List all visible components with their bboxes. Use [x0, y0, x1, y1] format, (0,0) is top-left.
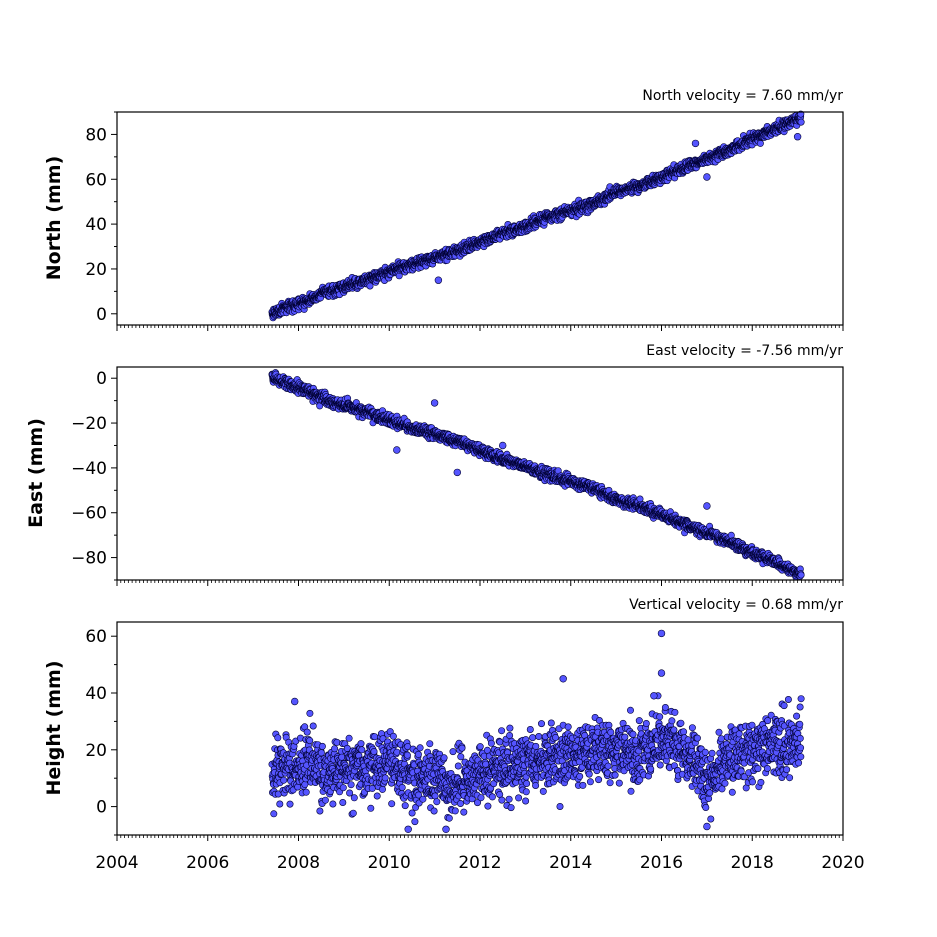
height-data-point	[274, 734, 282, 742]
north-y-tick-label: 80	[85, 125, 107, 145]
height-data-point	[329, 800, 337, 808]
north-points	[268, 110, 805, 322]
north-velocity-title: North velocity = 7.60 mm/yr	[642, 88, 843, 104]
height-data-point	[270, 810, 278, 818]
east-y-tick-label: −60	[71, 504, 107, 524]
height-panel: Vertical velocity = 0.68 mm/yr Height (m…	[43, 597, 865, 873]
height-data-point	[338, 753, 346, 761]
east-panel: East velocity = -7.56 mm/yr East (mm) 0 −…	[25, 343, 844, 586]
height-data-point	[339, 798, 347, 806]
height-ylabel: Height (mm)	[43, 660, 65, 795]
north-data-point	[756, 139, 764, 147]
east-outlier-point	[703, 502, 711, 510]
east-outlier-point	[499, 441, 507, 450]
east-data-point	[636, 495, 644, 503]
north-y-tick-label: 0	[96, 305, 107, 325]
east-axes: 0 −20 −40 −60 −80	[71, 366, 844, 586]
north-data-point	[366, 282, 374, 290]
height-data-point	[339, 784, 347, 792]
height-data-point	[321, 796, 329, 804]
east-outlier-point	[453, 468, 461, 477]
north-data-point	[797, 118, 805, 126]
north-outlier-point	[793, 133, 802, 141]
east-y-tick-label: −20	[71, 414, 107, 434]
east-outlier-point	[393, 446, 401, 454]
height-data-point	[302, 788, 310, 796]
height-data-point	[286, 800, 294, 808]
east-velocity-title: East velocity = -7.56 mm/yr	[646, 343, 843, 359]
east-points	[268, 369, 805, 581]
height-data-point	[317, 749, 325, 757]
height-data-point	[331, 745, 339, 753]
vertical-velocity-title: Vertical velocity = 0.68 mm/yr	[629, 597, 843, 613]
north-y-tick-label: 20	[85, 260, 107, 280]
north-y-tick-label: 60	[85, 170, 107, 190]
east-data-point	[797, 571, 805, 579]
height-data-point	[306, 709, 314, 717]
north-ylabel: North (mm)	[43, 156, 65, 281]
east-y-tick-label: −40	[71, 459, 107, 479]
east-y-tick-label: 0	[96, 369, 107, 389]
height-data-point	[346, 789, 354, 797]
north-outlier-point	[703, 173, 711, 181]
north-outlier-point	[434, 276, 443, 284]
east-y-tick-label: −80	[71, 549, 107, 569]
east-outlier-point	[430, 399, 439, 407]
height-data-point	[309, 722, 317, 730]
height-data-point	[280, 776, 288, 784]
height-data-point	[316, 807, 324, 815]
height-data-point	[276, 800, 284, 808]
height-data-point	[345, 734, 353, 742]
height-data-point	[333, 738, 341, 746]
height-data-point	[306, 737, 314, 745]
north-y-tick-label: 40	[85, 215, 107, 235]
height-data-point	[303, 728, 311, 736]
height-data-point	[318, 742, 326, 750]
north-outlier-point	[691, 139, 700, 148]
east-ylabel: East (mm)	[25, 418, 47, 528]
height-points	[268, 629, 805, 833]
north-panel: North velocity = 7.60 mm/yr North (mm) 0…	[43, 88, 844, 331]
